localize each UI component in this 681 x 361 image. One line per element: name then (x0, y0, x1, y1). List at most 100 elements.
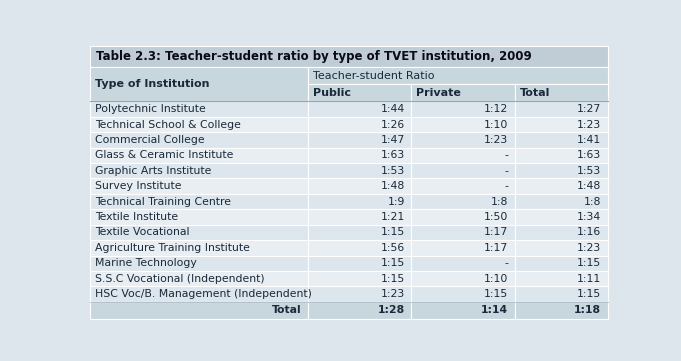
Text: 1:15: 1:15 (484, 289, 508, 299)
Text: Graphic Arts Institute: Graphic Arts Institute (95, 166, 211, 176)
Text: 1:14: 1:14 (481, 305, 508, 315)
Text: 1:63: 1:63 (577, 151, 601, 160)
Bar (91, 194, 308, 209)
Text: 1:41: 1:41 (577, 135, 601, 145)
Bar (515, 256, 607, 271)
Bar (515, 302, 607, 318)
Bar (308, 148, 411, 163)
Bar (515, 132, 607, 148)
Text: 1:17: 1:17 (484, 243, 508, 253)
Bar (515, 178, 607, 194)
Bar (91, 302, 308, 318)
Text: 1:50: 1:50 (484, 212, 508, 222)
Bar (91, 67, 308, 101)
Bar (308, 225, 411, 240)
Text: 1:44: 1:44 (381, 104, 405, 114)
Text: Teacher-student Ratio: Teacher-student Ratio (313, 70, 434, 81)
Text: 1:23: 1:23 (484, 135, 508, 145)
Bar (308, 163, 411, 178)
Text: 1:53: 1:53 (577, 166, 601, 176)
Bar (411, 240, 515, 256)
Bar (91, 101, 308, 117)
Text: 1:15: 1:15 (577, 258, 601, 268)
Text: Type of Institution: Type of Institution (95, 79, 209, 89)
Bar (515, 194, 607, 209)
Text: Textile Institute: Textile Institute (95, 212, 178, 222)
Text: Textile Vocational: Textile Vocational (95, 227, 189, 238)
Bar (91, 148, 308, 163)
Text: 1:56: 1:56 (381, 243, 405, 253)
Bar (91, 46, 607, 67)
Text: 1:48: 1:48 (577, 181, 601, 191)
Bar (91, 286, 308, 302)
Text: 1:47: 1:47 (381, 135, 405, 145)
Bar (411, 271, 515, 286)
Text: -: - (505, 181, 508, 191)
Text: S.S.C Vocational (Independent): S.S.C Vocational (Independent) (95, 274, 264, 284)
Text: Total: Total (272, 305, 301, 315)
Text: 1:9: 1:9 (387, 197, 405, 206)
Bar (411, 286, 515, 302)
Bar (308, 286, 411, 302)
Text: 1:21: 1:21 (381, 212, 405, 222)
Bar (515, 163, 607, 178)
Bar (308, 194, 411, 209)
Text: Agriculture Training Institute: Agriculture Training Institute (95, 243, 249, 253)
Text: 1:23: 1:23 (381, 289, 405, 299)
Text: Technical School & College: Technical School & College (95, 119, 240, 130)
Text: Table 2.3: Teacher-student ratio by type of TVET institution, 2009: Table 2.3: Teacher-student ratio by type… (95, 50, 531, 63)
Bar (308, 84, 411, 101)
Text: 1:23: 1:23 (577, 243, 601, 253)
Text: -: - (505, 151, 508, 160)
Bar (411, 117, 515, 132)
Bar (515, 286, 607, 302)
Bar (91, 240, 308, 256)
Text: 1:17: 1:17 (484, 227, 508, 238)
Bar (411, 148, 515, 163)
Bar (308, 101, 411, 117)
Bar (411, 132, 515, 148)
Text: Total: Total (520, 88, 550, 98)
Bar (91, 271, 308, 286)
Text: HSC Voc/B. Management (Independent): HSC Voc/B. Management (Independent) (95, 289, 311, 299)
Bar (91, 132, 308, 148)
Text: 1:8: 1:8 (491, 197, 508, 206)
Text: -: - (505, 166, 508, 176)
Text: 1:11: 1:11 (577, 274, 601, 284)
Bar (411, 209, 515, 225)
Bar (411, 256, 515, 271)
Text: 1:8: 1:8 (584, 197, 601, 206)
Text: 1:27: 1:27 (577, 104, 601, 114)
Bar (411, 163, 515, 178)
Bar (91, 225, 308, 240)
Text: 1:16: 1:16 (577, 227, 601, 238)
Bar (411, 178, 515, 194)
Bar (308, 302, 411, 318)
Bar (308, 240, 411, 256)
Bar (515, 240, 607, 256)
Bar (411, 101, 515, 117)
Bar (308, 271, 411, 286)
Text: Marine Technology: Marine Technology (95, 258, 196, 268)
Text: 1:15: 1:15 (381, 227, 405, 238)
Bar (515, 271, 607, 286)
Bar (411, 84, 515, 101)
Bar (308, 67, 607, 84)
Text: Public: Public (313, 88, 351, 98)
Bar (411, 225, 515, 240)
Text: 1:23: 1:23 (577, 119, 601, 130)
Bar (308, 209, 411, 225)
Text: 1:28: 1:28 (378, 305, 405, 315)
Text: Survey Institute: Survey Institute (95, 181, 181, 191)
Bar (308, 256, 411, 271)
Bar (308, 132, 411, 148)
Text: 1:63: 1:63 (381, 151, 405, 160)
Bar (91, 209, 308, 225)
Text: 1:12: 1:12 (484, 104, 508, 114)
Bar (411, 194, 515, 209)
Bar (308, 178, 411, 194)
Bar (515, 209, 607, 225)
Bar (515, 117, 607, 132)
Text: 1:15: 1:15 (577, 289, 601, 299)
Text: 1:48: 1:48 (381, 181, 405, 191)
